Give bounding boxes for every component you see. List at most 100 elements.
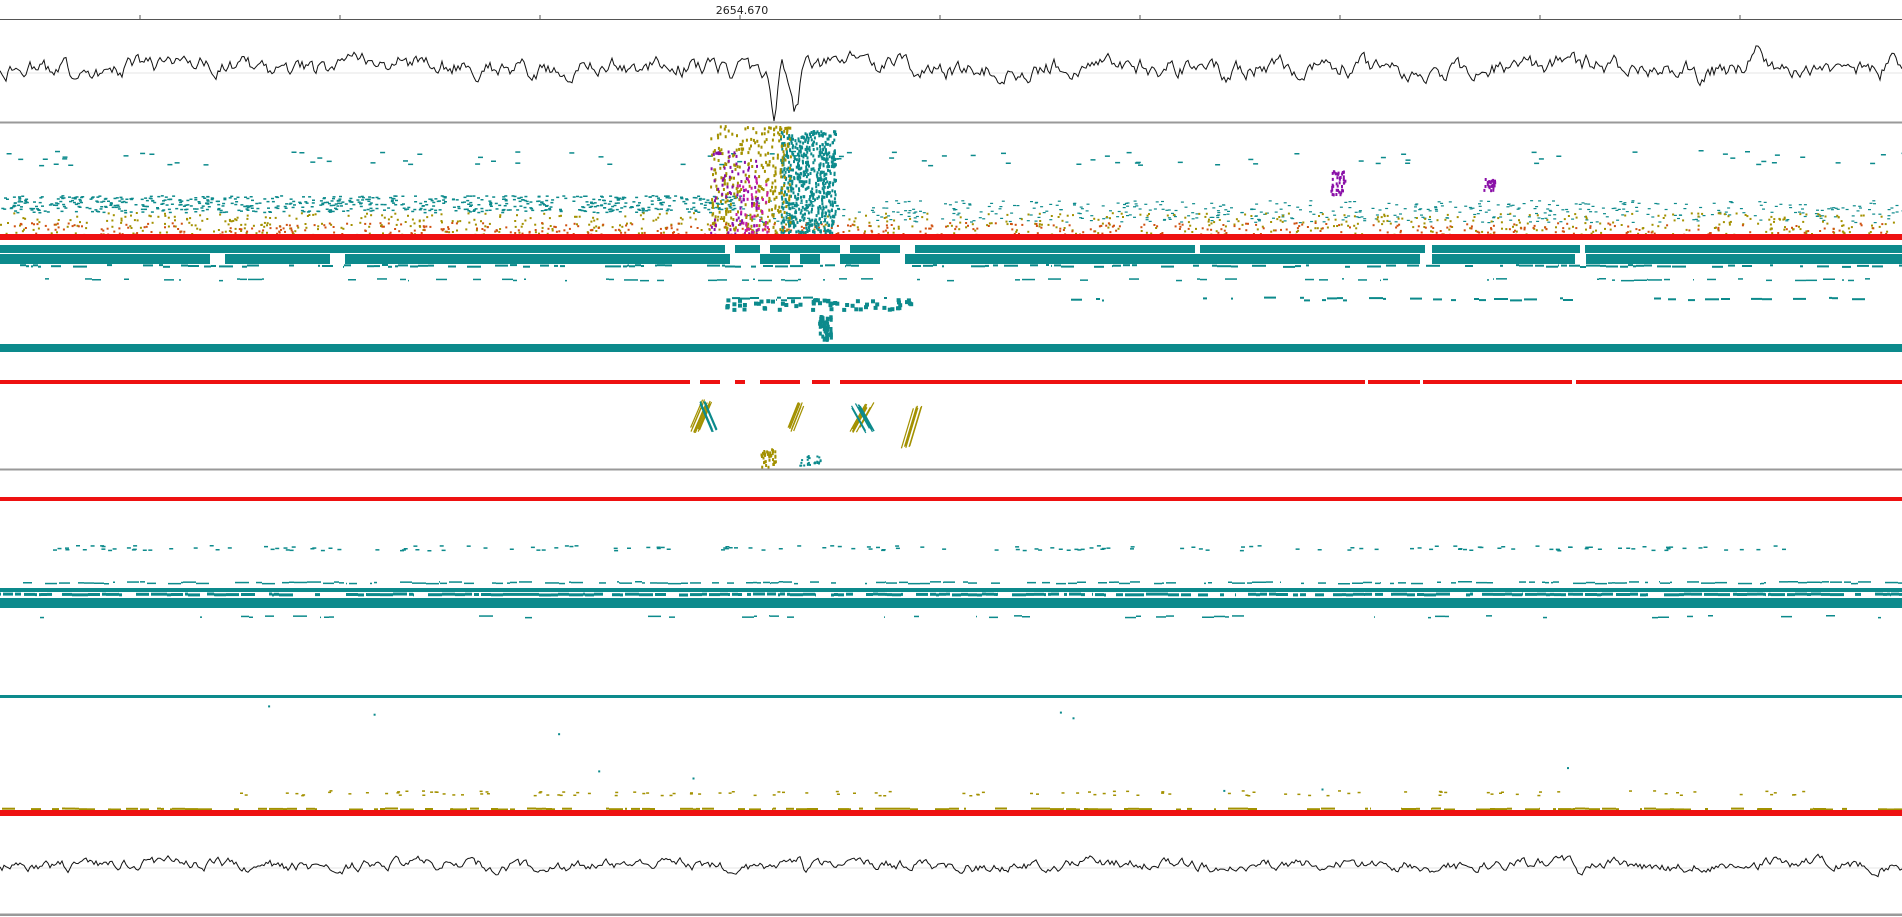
panel2-teal-reads-segment	[783, 581, 792, 583]
panel1-olive-mix-mark	[1345, 220, 1348, 223]
panel1-spike-teal-mark	[816, 221, 819, 225]
panel2-teal-band-b-segment	[0, 598, 1902, 608]
panel1-spike-teal-mark	[826, 193, 828, 197]
panel1-olive-mix-mark	[1664, 226, 1667, 229]
panel1-orange-mix-mark	[1717, 226, 1720, 229]
panel1-spike-olive-mark	[716, 218, 719, 222]
panel1-teal-blobs-mark	[732, 302, 737, 307]
panel1-olive-mix-mark	[1376, 216, 1379, 219]
panel1-dense-teal-left-mark	[524, 210, 528, 212]
panel1-spike-teal-mark	[783, 182, 786, 185]
panel1-dense-teal-left-mark	[583, 195, 587, 197]
panel1-spike-olive-mark	[723, 127, 726, 131]
panel1-olive-mix-mark	[538, 232, 540, 235]
panel1-orange-mix-mark	[1247, 222, 1249, 225]
panel2-teal-mixed-segment	[778, 593, 780, 597]
panel1-dense-teal-right-mark	[912, 212, 916, 214]
panel1-dense-teal-right-mark	[1325, 216, 1329, 218]
panel1-teal-spike-low	[818, 315, 833, 342]
panel2-teal-mixed-segment	[1484, 592, 1493, 596]
panel3-orange-edge-segment	[198, 808, 212, 811]
panel1-teal-band-b-segment	[840, 254, 880, 264]
panel2-teal-sparse-mark	[866, 546, 871, 548]
panel2-teal-mixed-segment	[72, 593, 76, 597]
panel1-dense-teal-left-mark	[536, 200, 540, 203]
panel1-spike-teal-mark	[800, 199, 803, 203]
panel2-teal-ticks-segment	[769, 615, 770, 617]
panel1-olive-mix-mark	[1840, 220, 1843, 223]
panel1-dense-teal-left-mark	[728, 205, 732, 208]
panel1-orange-mix-mark	[1399, 231, 1402, 234]
panel1-teal-band-b-segment	[800, 254, 820, 264]
panel1-dense-teal-left-mark	[184, 208, 188, 211]
panel2-teal-mixed-segment	[1550, 592, 1554, 596]
panel1-spike-teal-mark	[804, 187, 807, 191]
panel2-teal-reads-segment	[810, 581, 819, 583]
panel1-teal-reads-d-segment	[861, 278, 873, 280]
panel2-teal-ticks-segment	[1652, 616, 1658, 619]
panel1-olive-mix-mark	[1191, 231, 1194, 233]
panel1-olive-mix-mark	[1237, 220, 1240, 223]
panel1-dense-teal-left-mark	[350, 201, 354, 203]
panel1-teal-blobs-mark	[811, 307, 816, 312]
panel1-olive-mix-mark	[1061, 219, 1064, 222]
panel1-orange-mix-mark	[871, 230, 874, 233]
panel1-teal-blobs-mark	[791, 299, 795, 304]
panel1-spike-teal-mark	[802, 213, 805, 217]
panel1-olive-mix-mark	[174, 225, 177, 228]
panel1-olive-mix-mark	[1210, 222, 1213, 225]
panel2-teal-reads-segment	[127, 581, 139, 583]
panel2-teal-ticks-segment	[249, 616, 253, 618]
panel2-teal-sparse-mark	[1584, 547, 1589, 550]
panel1-olive-mix-mark	[135, 212, 138, 214]
panel1-dense-teal-right-mark	[1647, 208, 1651, 210]
panel2-teal-mixed-segment	[1830, 593, 1844, 597]
panel1-olive-mix-mark	[1682, 219, 1685, 222]
panel1-dense-teal-left-mark	[6, 198, 9, 200]
panel1-spike-olive-mark	[761, 132, 763, 136]
panel1-orange-mix-mark	[800, 225, 803, 228]
panel1-teal-reads-c-segment	[289, 264, 294, 267]
panel1-spike-teal-mark	[785, 193, 788, 197]
panel2-teal-sparse-mark	[1434, 545, 1439, 547]
panel1-spike-olive-mark	[750, 137, 753, 141]
panel1-dense-teal-left-mark	[454, 210, 458, 212]
panel1-orange-mix-mark	[251, 227, 254, 230]
panel1-dense-teal-right-mark	[1830, 209, 1834, 211]
panel1-teal-band-a-segment	[1585, 245, 1902, 253]
panel1-orange-mix-mark	[1052, 224, 1055, 227]
panel1-dense-teal-right-mark	[1574, 203, 1578, 205]
panel1-spike-olive-mark	[727, 210, 730, 214]
panel1-dense-teal-left-mark	[463, 196, 467, 199]
panel1-spike-magenta-mark	[757, 206, 760, 210]
panel1-olive-mix-mark	[112, 214, 115, 217]
panel2-teal-mixed-segment	[753, 592, 765, 596]
panel1-dense-teal-left-mark	[150, 211, 154, 213]
panel1-spike-magenta-mark	[766, 226, 769, 230]
panel2-teal-mixed-segment	[787, 592, 790, 596]
panel1-teal-spike-low-mark	[829, 317, 833, 322]
panel1-teal-reads-e-segment	[1852, 298, 1865, 301]
panel2-teal-ticks-segment	[1374, 616, 1375, 618]
panel1-spike-teal-mark	[793, 156, 796, 160]
panel1-spike-olive	[710, 125, 792, 235]
panel1-teal-reads-c-segment	[1606, 265, 1618, 268]
panel1-orange-mix-mark	[591, 228, 594, 231]
panel1-dense-teal-right-mark	[1230, 207, 1233, 209]
panel1-zigzag-f-stroke	[905, 407, 919, 448]
panel1-dense-teal-right-mark	[1126, 215, 1129, 217]
panel1-olive-mix-mark	[1040, 223, 1043, 226]
panel1-spike-olive-mark	[727, 129, 730, 133]
panel1-dense-teal-right-mark	[1138, 208, 1142, 210]
panel1-teal-reads-d-segment	[524, 278, 526, 280]
panel1-spike-olive-mark	[765, 138, 768, 142]
panel1-orange-mix-mark	[481, 228, 484, 230]
panel2-teal-sparse-mark	[65, 547, 69, 549]
panel1-dense-teal-left-mark	[332, 197, 335, 200]
panel3-orange-edge-segment	[1573, 808, 1575, 810]
panel2-teal-sparse-mark	[1350, 547, 1355, 549]
panel1-dense-teal-right-mark	[1195, 217, 1199, 219]
panel1-spike-olive-mark	[768, 196, 771, 200]
